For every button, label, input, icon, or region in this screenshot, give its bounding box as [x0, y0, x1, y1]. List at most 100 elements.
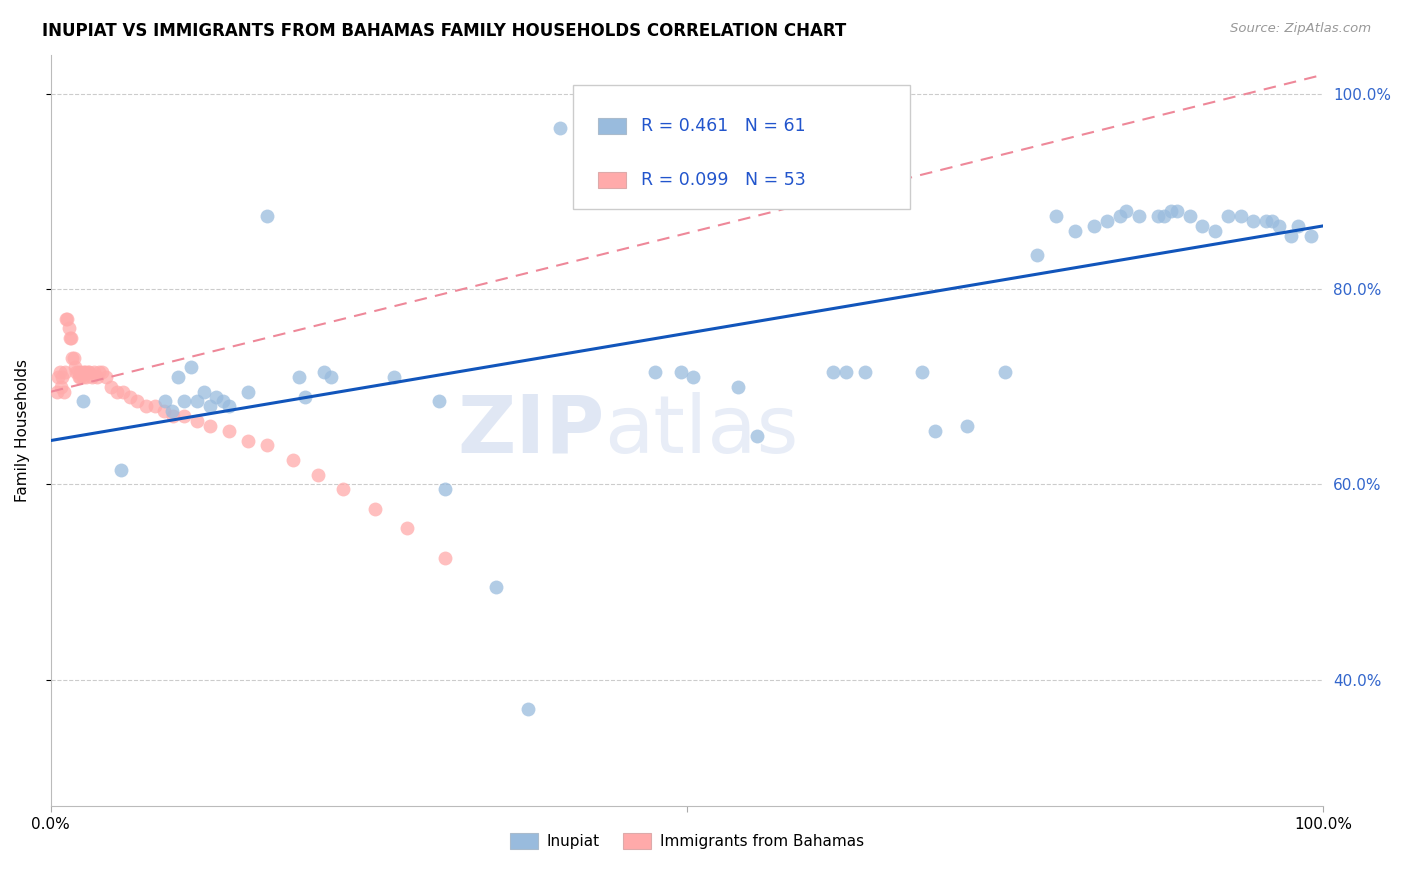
Point	[517, 702, 540, 716]
FancyBboxPatch shape	[598, 171, 626, 188]
Point	[1108, 209, 1130, 223]
Point	[364, 501, 387, 516]
Point	[236, 384, 259, 399]
Point	[105, 384, 128, 399]
Point	[86, 370, 108, 384]
Point	[73, 365, 96, 379]
Point	[1286, 219, 1309, 233]
Point	[1147, 209, 1170, 223]
Point	[1229, 209, 1251, 223]
Point	[281, 453, 304, 467]
Text: R = 0.461   N = 61: R = 0.461 N = 61	[641, 117, 806, 136]
Point	[59, 331, 82, 345]
Point	[384, 370, 406, 384]
Point	[1064, 224, 1087, 238]
Point	[46, 384, 69, 399]
Point	[427, 394, 450, 409]
Point	[76, 365, 98, 379]
Point	[1083, 219, 1105, 233]
Point	[288, 370, 311, 384]
Point	[314, 365, 336, 379]
Point	[167, 370, 190, 384]
Y-axis label: Family Households: Family Households	[15, 359, 30, 502]
Point	[56, 311, 79, 326]
Point	[1045, 209, 1067, 223]
Point	[180, 360, 202, 375]
Point	[434, 483, 457, 497]
Point	[155, 394, 177, 409]
Point	[90, 365, 112, 379]
Point	[434, 550, 457, 565]
Point	[143, 400, 166, 414]
Point	[63, 360, 86, 375]
Point	[65, 365, 87, 379]
Point	[49, 380, 72, 394]
Point	[83, 365, 105, 379]
Point	[485, 580, 508, 594]
Point	[173, 394, 195, 409]
Point	[48, 370, 70, 384]
Point	[332, 483, 354, 497]
Point	[319, 370, 342, 384]
Point	[186, 414, 208, 428]
Point	[994, 365, 1017, 379]
Point	[956, 418, 979, 433]
Point	[193, 384, 215, 399]
Point	[1267, 219, 1289, 233]
Point	[67, 370, 90, 384]
Point	[745, 428, 768, 442]
Point	[127, 394, 149, 409]
Point	[198, 400, 221, 414]
Point	[256, 209, 278, 223]
Point	[62, 351, 84, 365]
Point	[66, 365, 89, 379]
Point	[48, 365, 70, 379]
Point	[112, 384, 135, 399]
Point	[1115, 204, 1137, 219]
Point	[211, 394, 233, 409]
Point	[396, 521, 419, 535]
Point	[75, 365, 97, 379]
Point	[1095, 214, 1118, 228]
Point	[60, 331, 83, 345]
Point	[1241, 214, 1264, 228]
Point	[100, 380, 122, 394]
Point	[118, 390, 141, 404]
Point	[924, 424, 946, 438]
Point	[1204, 224, 1226, 238]
Point	[51, 370, 73, 384]
Point	[94, 370, 117, 384]
Point	[205, 390, 228, 404]
Point	[77, 365, 100, 379]
Point	[218, 400, 240, 414]
Point	[162, 409, 184, 424]
Point	[1216, 209, 1239, 223]
Point	[727, 380, 749, 394]
Point	[173, 409, 195, 424]
Point	[160, 404, 183, 418]
Point	[198, 418, 221, 433]
Point	[835, 365, 858, 379]
Point	[80, 370, 103, 384]
Point	[1191, 219, 1213, 233]
Point	[72, 394, 94, 409]
Point	[548, 121, 571, 136]
Point	[55, 311, 77, 326]
Point	[75, 370, 97, 384]
FancyBboxPatch shape	[572, 86, 910, 209]
Point	[218, 424, 240, 438]
Point	[853, 365, 876, 379]
Point	[1026, 248, 1049, 262]
Point	[53, 365, 76, 379]
Point	[1261, 214, 1284, 228]
Point	[1299, 228, 1322, 243]
Point	[1128, 209, 1150, 223]
Point	[52, 384, 75, 399]
Point	[682, 370, 704, 384]
Point	[1178, 209, 1201, 223]
Point	[153, 404, 176, 418]
Point	[1281, 228, 1303, 243]
Point	[62, 351, 84, 365]
Point	[236, 434, 259, 448]
Point	[70, 365, 93, 379]
